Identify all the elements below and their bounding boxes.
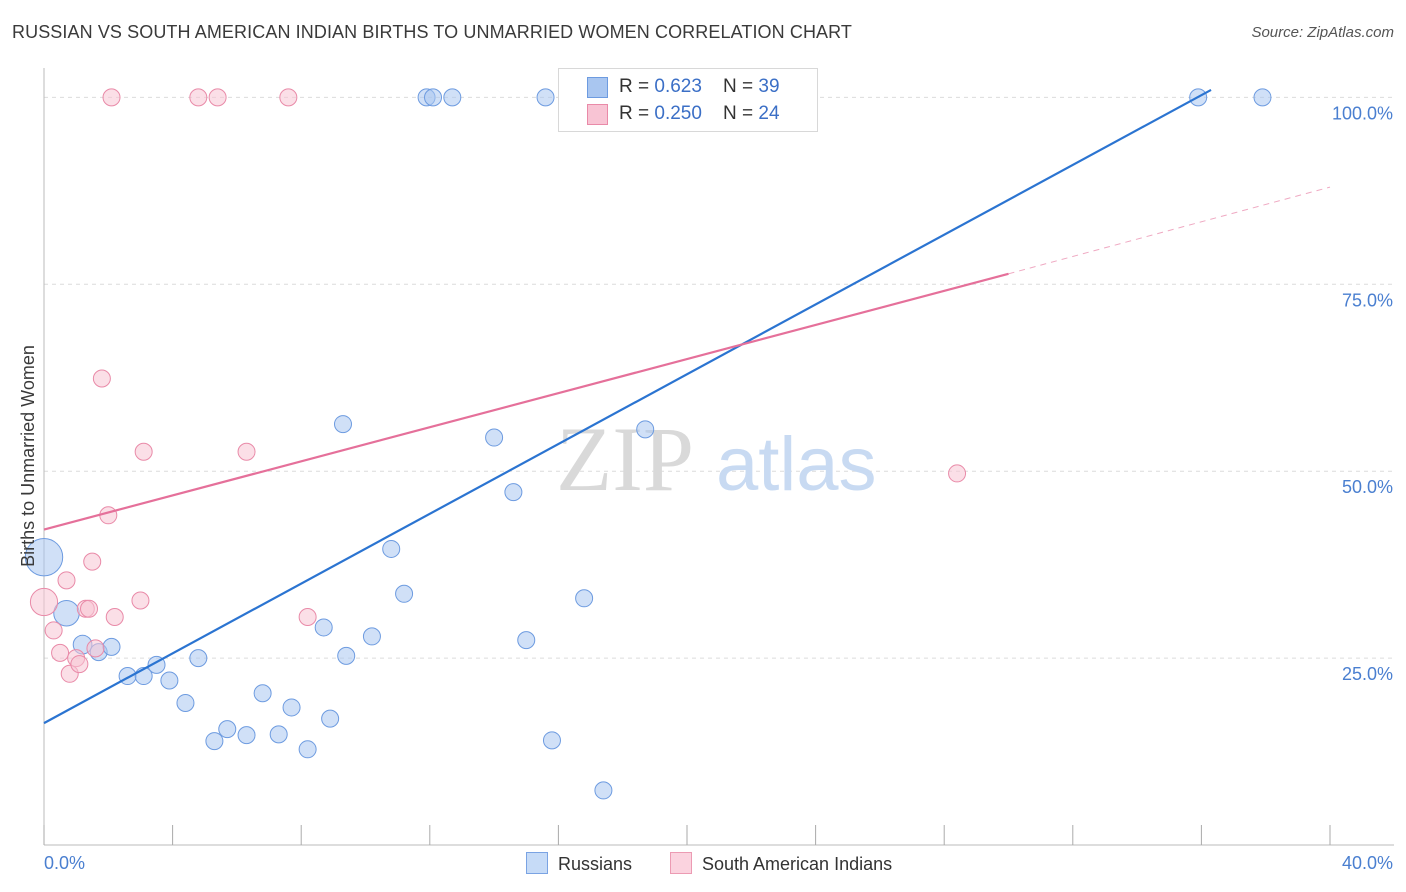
axes [43, 68, 1394, 846]
data-point [337, 646, 356, 665]
trend-line [43, 272, 1009, 531]
data-point [282, 698, 301, 717]
r-value: 0.623 [654, 76, 702, 97]
data-point [134, 442, 153, 461]
gridlines [44, 96, 1394, 659]
data-point [253, 684, 272, 703]
data-point [298, 607, 317, 626]
data-point [102, 637, 121, 656]
x-tick-label-left: 0.0% [44, 853, 85, 873]
r-label: R = [619, 76, 655, 97]
trend-line [43, 88, 1212, 725]
data-point [536, 88, 555, 107]
data-point [269, 725, 288, 744]
data-point [189, 649, 208, 668]
source-label: Source: ZipAtlas.com [1251, 24, 1394, 41]
data-point [208, 88, 227, 107]
data-point [395, 584, 414, 603]
x-tick-label-right: 40.0% [1342, 853, 1393, 873]
data-point [44, 621, 63, 640]
data-point [86, 639, 105, 658]
data-point [1253, 88, 1272, 107]
n-value: 24 [758, 103, 780, 124]
data-point [131, 591, 150, 610]
y-tick-label: 100.0% [1332, 103, 1393, 123]
data-point [314, 618, 333, 637]
data-point [485, 428, 504, 447]
data-point [517, 631, 536, 650]
data-point [80, 599, 99, 618]
legend-row-russians: R = 0.623 N = 39 [619, 76, 780, 98]
data-point [102, 88, 121, 107]
bottom-legend-swatch-russians [526, 852, 548, 874]
y-tick-label: 50.0% [1342, 477, 1393, 497]
data-point [298, 740, 317, 759]
data-point [636, 420, 655, 439]
data-point [205, 732, 224, 751]
data-point [362, 627, 381, 646]
n-label: N = [723, 103, 759, 124]
bottom-legend-south-american-indians: South American Indians [670, 852, 892, 875]
data-point [218, 720, 237, 739]
data-point [424, 88, 443, 107]
data-point [237, 442, 256, 461]
watermark-zip: ZIP [556, 408, 694, 510]
bottom-legend-russians: Russians [526, 852, 632, 875]
data-point [105, 607, 124, 626]
data-point [279, 88, 298, 107]
data-point [57, 571, 76, 590]
bottom-legend-label: South American Indians [702, 854, 893, 874]
trend-line-extension [1008, 186, 1331, 275]
data-point [575, 589, 594, 608]
n-label: N = [723, 76, 759, 97]
stats-legend: R = 0.623 N = 39 R = 0.250 N = 24 [558, 68, 818, 132]
trend-lines [43, 88, 1331, 725]
data-point [382, 539, 401, 558]
bottom-legend-label: Russians [558, 854, 633, 874]
data-point [443, 88, 462, 107]
data-point [24, 537, 64, 577]
data-point [92, 369, 111, 388]
n-value: 39 [758, 76, 780, 97]
data-point [504, 483, 523, 502]
r-label: R = [619, 103, 655, 124]
data-point [594, 781, 613, 800]
y-tick-labels: 25.0% 50.0% 75.0% 100.0% [1332, 103, 1393, 684]
y-tick-label: 25.0% [1342, 664, 1393, 684]
data-point [948, 464, 967, 483]
legend-row-south-american-indians: R = 0.250 N = 24 [619, 103, 780, 125]
watermark: ZIP atlas [556, 408, 877, 510]
data-point [237, 726, 256, 745]
chart-title: RUSSIAN VS SOUTH AMERICAN INDIAN BIRTHS … [12, 22, 853, 42]
bottom-legend-swatch-south-american-indians [670, 852, 692, 874]
r-value: 0.250 [654, 103, 702, 124]
legend-swatch-south-american-indians [587, 104, 608, 125]
data-point [321, 709, 340, 728]
data-point [51, 643, 70, 662]
data-point [333, 415, 352, 434]
data-point [29, 587, 59, 617]
data-point [83, 552, 102, 571]
data-point [99, 506, 118, 525]
legend-swatch-russians [587, 77, 608, 98]
data-point [542, 731, 561, 750]
watermark-atlas: atlas [716, 422, 877, 507]
data-point [189, 88, 208, 107]
data-point [176, 693, 195, 712]
y-tick-label: 75.0% [1342, 290, 1393, 310]
data-point [70, 655, 89, 674]
data-points [24, 88, 1272, 800]
data-point [160, 671, 179, 690]
y-axis-label: Births to Unmarried Women [18, 345, 38, 567]
